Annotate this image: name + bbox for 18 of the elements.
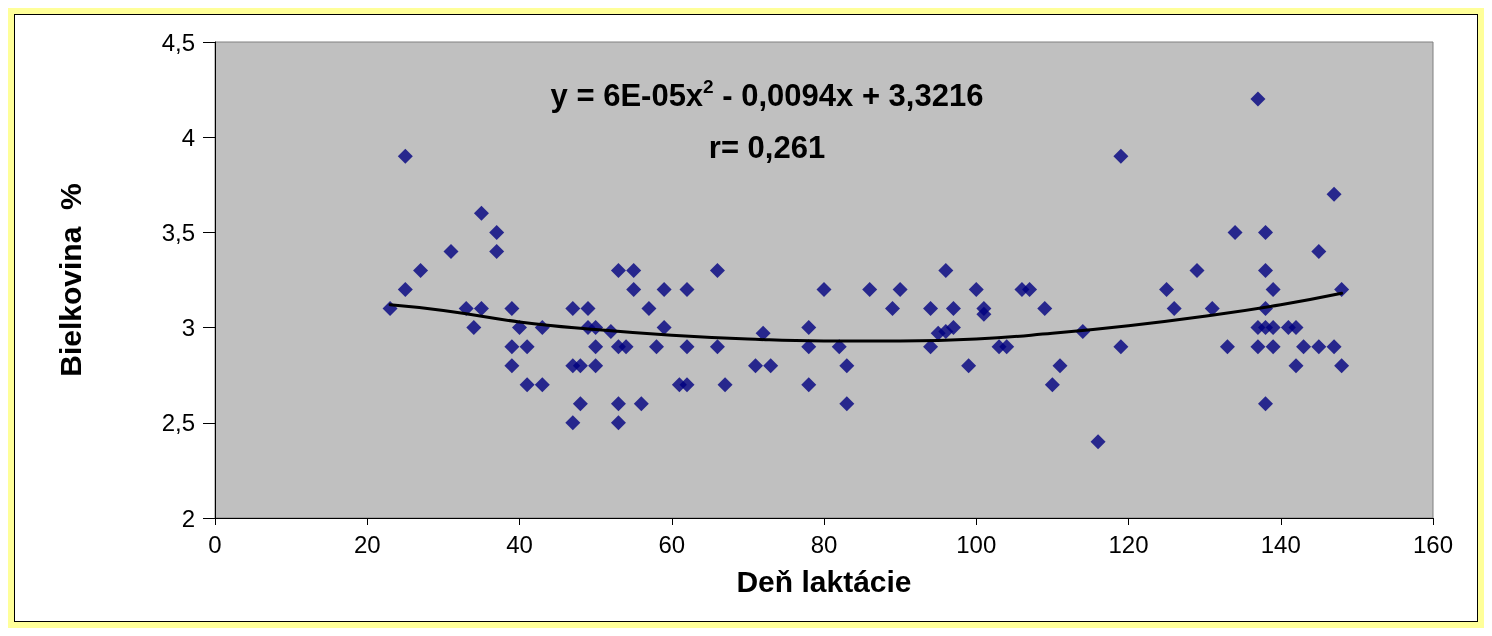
y-axis-title: Bielkovina % bbox=[53, 183, 87, 377]
x-tick-label: 140 bbox=[1260, 530, 1301, 558]
x-tick-label: 20 bbox=[353, 530, 381, 558]
x-tick-label: 40 bbox=[506, 530, 533, 558]
y-tick-label: 3 bbox=[181, 314, 195, 342]
y-tick-label: 4,5 bbox=[161, 28, 195, 56]
y-tick-label: 3,5 bbox=[161, 218, 195, 246]
y-tick-label: 2,5 bbox=[161, 409, 195, 437]
y-tick-label: 2 bbox=[181, 504, 195, 532]
x-tick-label: 0 bbox=[208, 530, 222, 558]
annotation: r= 0,261 bbox=[708, 130, 826, 165]
x-tick-label: 100 bbox=[956, 530, 997, 558]
x-tick-label: 60 bbox=[658, 530, 686, 558]
x-tick-label: 120 bbox=[1108, 530, 1149, 558]
x-tick-label: 80 bbox=[810, 530, 838, 558]
x-tick-label: 160 bbox=[1412, 530, 1454, 558]
y-tick-label: 4 bbox=[181, 123, 195, 151]
x-axis-title: Deň laktácie bbox=[736, 564, 912, 598]
